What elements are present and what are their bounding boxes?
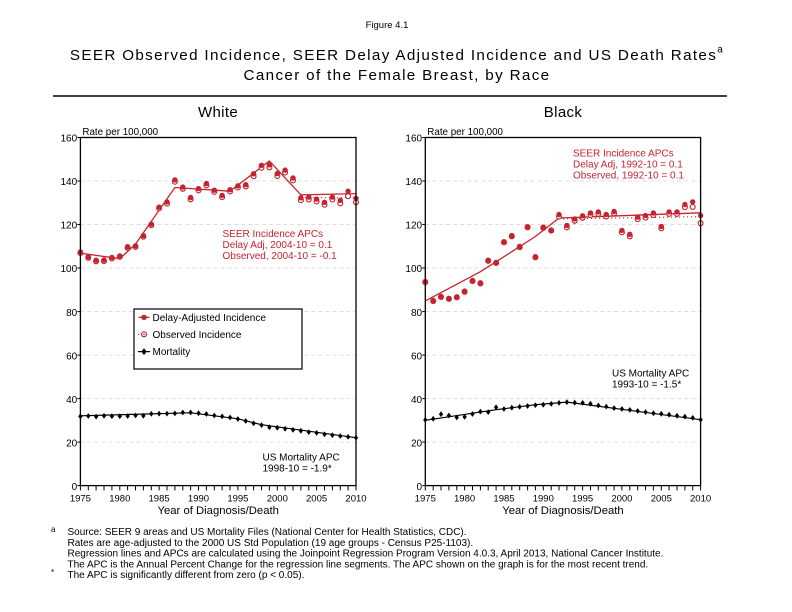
- svg-text:2005: 2005: [651, 493, 672, 504]
- svg-text:The APC is the Annual Percent: The APC is the Annual Percent Change for…: [68, 559, 649, 570]
- svg-text:1975: 1975: [415, 493, 436, 504]
- svg-text:1980: 1980: [454, 493, 475, 504]
- svg-text:2010: 2010: [690, 493, 711, 504]
- svg-text:1985: 1985: [493, 493, 514, 504]
- svg-text:140: 140: [405, 177, 422, 188]
- svg-text:20: 20: [66, 438, 78, 449]
- svg-text:Cancer of the Female Breast, b: Cancer of the Female Breast, by Race: [244, 67, 551, 84]
- svg-text:Regression lines and APCs are: Regression lines and APCs are calculated…: [68, 549, 664, 560]
- svg-text:60: 60: [411, 351, 423, 362]
- svg-text:Observed, 1992-10 = 0.1: Observed, 1992-10 = 0.1: [573, 171, 684, 182]
- svg-text:Mortality: Mortality: [153, 347, 191, 358]
- svg-text:Observed, 2004-10 = -0.1: Observed, 2004-10 = -0.1: [223, 251, 338, 262]
- svg-text:80: 80: [66, 308, 78, 319]
- svg-text:1980: 1980: [109, 493, 130, 504]
- svg-text:40: 40: [66, 395, 78, 406]
- svg-text:0: 0: [417, 482, 423, 493]
- svg-text:140: 140: [61, 177, 78, 188]
- svg-text:2005: 2005: [306, 493, 327, 504]
- svg-text:1993-10 = -1.5*: 1993-10 = -1.5*: [612, 380, 681, 391]
- svg-text:Delay Adj, 2004-10 = 0.1: Delay Adj, 2004-10 = 0.1: [223, 240, 333, 251]
- svg-text:2000: 2000: [611, 493, 632, 504]
- svg-text:a: a: [51, 525, 56, 534]
- svg-text:80: 80: [411, 308, 423, 319]
- svg-text:White: White: [198, 104, 238, 121]
- svg-text:1990: 1990: [533, 493, 554, 504]
- svg-text:SEER Incidence APCs: SEER Incidence APCs: [223, 229, 324, 240]
- svg-text:40: 40: [411, 395, 423, 406]
- svg-text:*: *: [51, 568, 54, 577]
- svg-text:120: 120: [405, 221, 422, 232]
- svg-text:Black: Black: [544, 104, 583, 121]
- svg-text:The APC is significantly diffe: The APC is significantly different from …: [68, 570, 305, 581]
- svg-text:160: 160: [405, 134, 422, 145]
- svg-text:2000: 2000: [267, 493, 288, 504]
- svg-text:100: 100: [405, 264, 422, 275]
- svg-text:100: 100: [61, 264, 78, 275]
- svg-text:Year of Diagnosis/Death: Year of Diagnosis/Death: [502, 505, 623, 517]
- svg-text:160: 160: [61, 134, 78, 145]
- svg-text:Rates are age-adjusted to the: Rates are age-adjusted to the 2000 US St…: [68, 538, 474, 549]
- svg-text:Figure 4.1: Figure 4.1: [366, 20, 409, 31]
- svg-text:1990: 1990: [188, 493, 209, 504]
- svg-text:0: 0: [72, 482, 78, 493]
- svg-text:1975: 1975: [70, 493, 91, 504]
- svg-text:Delay-Adjusted Incidence: Delay-Adjusted Incidence: [153, 313, 267, 324]
- svg-text:Rate per 100,000: Rate per 100,000: [82, 127, 158, 138]
- svg-text:Source: SEER 9 areas and US Mo: Source: SEER 9 areas and US Mortality Fi…: [68, 527, 467, 538]
- svg-text:20: 20: [411, 438, 423, 449]
- svg-text:1998-10 = -1.9*: 1998-10 = -1.9*: [263, 464, 332, 475]
- svg-text:Year of Diagnosis/Death: Year of Diagnosis/Death: [157, 505, 278, 517]
- svg-text:60: 60: [66, 351, 78, 362]
- svg-text:2010: 2010: [345, 493, 366, 504]
- svg-text:SEER Incidence APCs: SEER Incidence APCs: [573, 149, 674, 160]
- svg-text:1995: 1995: [572, 493, 593, 504]
- svg-text:Delay Adj, 1992-10 = 0.1: Delay Adj, 1992-10 = 0.1: [573, 160, 683, 171]
- svg-text:SEER Observed Incidence, SEER: SEER Observed Incidence, SEER Delay Adju…: [70, 45, 724, 65]
- svg-text:US Mortality APC: US Mortality APC: [263, 453, 340, 464]
- svg-text:Observed Incidence: Observed Incidence: [153, 330, 242, 341]
- svg-text:Rate per 100,000: Rate per 100,000: [427, 127, 503, 138]
- svg-text:1985: 1985: [149, 493, 170, 504]
- svg-text:1995: 1995: [227, 493, 248, 504]
- svg-text:US Mortality APC: US Mortality APC: [612, 369, 689, 380]
- svg-text:120: 120: [61, 221, 78, 232]
